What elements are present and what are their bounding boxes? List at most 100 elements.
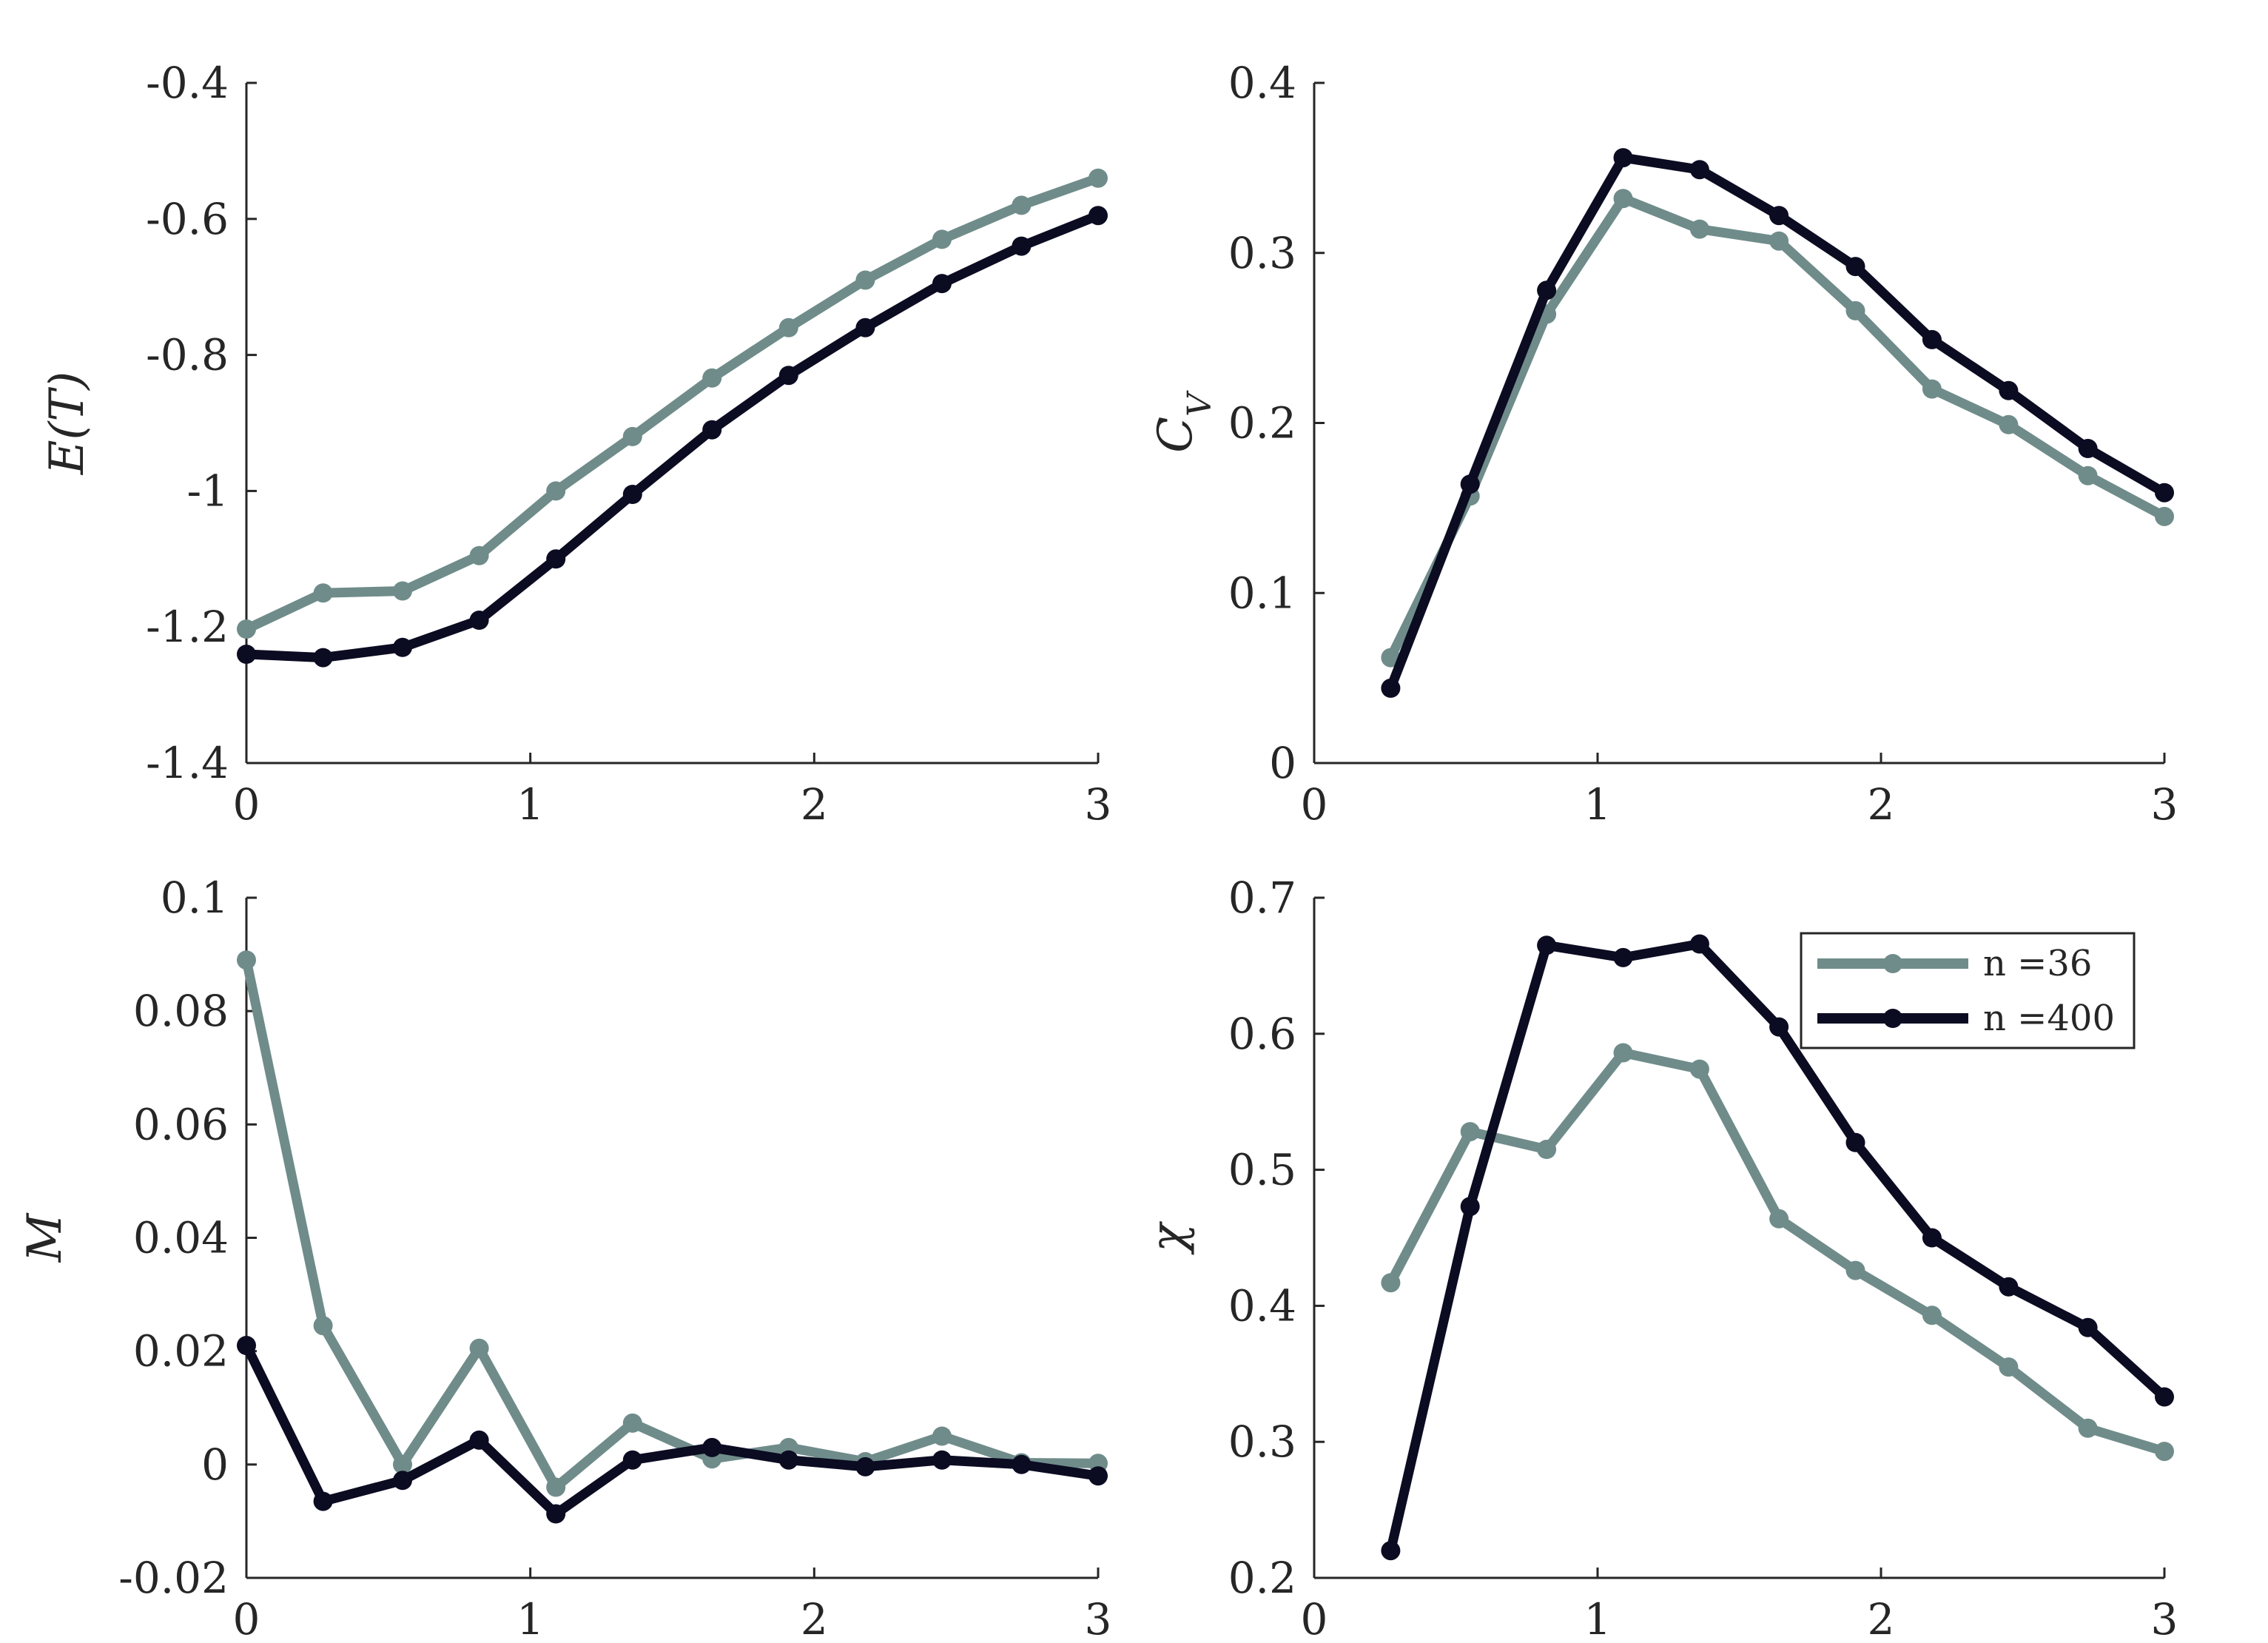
y-tick-label: 0.4 bbox=[1228, 58, 1296, 108]
data-point-n36 bbox=[622, 1413, 642, 1433]
y-tick-label: 0.2 bbox=[1228, 1553, 1296, 1603]
data-point-n400 bbox=[855, 1456, 875, 1476]
x-tick-label: 1 bbox=[516, 779, 544, 830]
susceptibility-panel: 0 1 2 3 0.2 0.3 0.4 0.5 0.6 0.7 χ bbox=[1141, 873, 2178, 1643]
data-point-n36 bbox=[393, 581, 412, 601]
data-point-n400 bbox=[1460, 1197, 1480, 1217]
y-tick-label: -0.02 bbox=[118, 1553, 229, 1603]
data-point-n400 bbox=[2078, 1317, 2098, 1337]
y-tick-label: -0.8 bbox=[146, 330, 229, 380]
data-point-n36 bbox=[2078, 466, 2098, 485]
y-tick-label: 0.3 bbox=[1228, 228, 1296, 278]
legend-label-n400: n =400 bbox=[1983, 998, 2115, 1039]
data-point-n400 bbox=[2155, 483, 2174, 503]
legend-marker-n400 bbox=[1883, 1009, 1902, 1028]
data-point-n36 bbox=[546, 481, 566, 501]
data-point-n36 bbox=[1845, 300, 1865, 320]
data-point-n400 bbox=[1381, 1541, 1401, 1561]
y-tick-label: -1.4 bbox=[146, 738, 229, 788]
data-point-n36 bbox=[1613, 1043, 1633, 1063]
data-point-n400 bbox=[393, 1471, 412, 1491]
specific-heat-panel: 0 1 2 3 0 0.1 0.2 0.3 0.4 CV bbox=[1148, 58, 2178, 830]
y-tick-label: 0.1 bbox=[1228, 568, 1296, 618]
data-point-n36 bbox=[313, 1316, 333, 1336]
data-point-n36 bbox=[1922, 379, 1942, 399]
data-point-n36 bbox=[469, 1338, 489, 1358]
legend-box bbox=[1800, 932, 2136, 1049]
data-point-n36 bbox=[1689, 219, 1709, 239]
data-point-n36 bbox=[393, 1454, 412, 1474]
y-tick-label: -1 bbox=[187, 466, 229, 516]
x-tick-label: 3 bbox=[2151, 1594, 2178, 1643]
magnetization-axis-label: M bbox=[18, 1212, 73, 1263]
data-point-n36 bbox=[622, 426, 642, 446]
x-tick-label: 2 bbox=[801, 1594, 828, 1643]
data-point-n400 bbox=[1769, 1017, 1789, 1037]
data-point-n400 bbox=[932, 274, 952, 294]
data-point-n400 bbox=[932, 1450, 952, 1470]
data-point-n400 bbox=[1689, 160, 1709, 180]
x-tick-label: 2 bbox=[1868, 1594, 1895, 1643]
energy-panel: 0 1 2 3 -1.4 -1.2 -1 -0.8 -0.6 -0.4 E(T) bbox=[40, 58, 1111, 830]
series-line-n36 bbox=[241, 955, 1103, 1492]
data-point-n400 bbox=[237, 1336, 256, 1355]
data-point-n36 bbox=[1088, 168, 1108, 188]
legend-label-n36: n =36 bbox=[1983, 943, 2092, 984]
y-tick-label: 0.06 bbox=[133, 1099, 229, 1149]
y-tick-label: 0.5 bbox=[1228, 1145, 1296, 1195]
data-point-n36 bbox=[1381, 648, 1401, 668]
data-point-n400 bbox=[1460, 474, 1480, 494]
y-tick-label: 0.6 bbox=[1228, 1009, 1296, 1059]
data-point-n36 bbox=[546, 1477, 566, 1497]
x-tick-label: 0 bbox=[233, 1594, 260, 1643]
data-point-n400 bbox=[1922, 1228, 1942, 1248]
legend: n =36 n =400 bbox=[1800, 932, 2136, 1049]
x-tick-label: 3 bbox=[1085, 779, 1112, 830]
y-tick-label: 0.3 bbox=[1228, 1417, 1296, 1467]
data-point-n36 bbox=[469, 545, 489, 565]
data-point-n36 bbox=[2155, 506, 2174, 526]
data-point-n400 bbox=[546, 1504, 566, 1524]
data-point-n36 bbox=[855, 270, 875, 290]
data-point-n36 bbox=[1769, 1209, 1789, 1229]
series-line-n36 bbox=[1385, 193, 2170, 663]
data-point-n400 bbox=[313, 1491, 333, 1511]
x-tick-label: 0 bbox=[1301, 779, 1328, 830]
data-point-n36 bbox=[237, 950, 256, 970]
data-point-n400 bbox=[469, 611, 489, 630]
series-line-n36 bbox=[241, 173, 1103, 634]
data-point-n400 bbox=[469, 1430, 489, 1450]
x-tick-label: 0 bbox=[233, 779, 260, 830]
x-tick-label: 1 bbox=[1584, 1594, 1612, 1643]
data-point-n36 bbox=[1689, 1059, 1709, 1079]
data-point-n36 bbox=[702, 368, 722, 388]
data-point-n36 bbox=[1922, 1306, 1942, 1326]
data-point-n400 bbox=[237, 645, 256, 664]
data-point-n36 bbox=[237, 619, 256, 639]
data-point-n400 bbox=[702, 1437, 722, 1457]
y-tick-label: 0.2 bbox=[1228, 398, 1296, 448]
y-tick-label: -0.4 bbox=[146, 58, 229, 108]
data-point-n400 bbox=[313, 648, 333, 668]
y-tick-label: 0.7 bbox=[1228, 873, 1296, 923]
data-point-n400 bbox=[1922, 329, 1942, 349]
series-line-n400 bbox=[241, 1340, 1103, 1519]
data-point-n36 bbox=[1613, 189, 1633, 209]
data-point-n400 bbox=[2078, 439, 2098, 458]
data-point-n36 bbox=[1460, 1122, 1480, 1142]
data-point-n400 bbox=[2155, 1387, 2174, 1407]
data-point-n400 bbox=[1689, 934, 1709, 954]
y-tick-label: 0.1 bbox=[161, 873, 229, 923]
y-tick-label: 0.08 bbox=[133, 986, 229, 1036]
data-point-n400 bbox=[393, 637, 412, 657]
data-point-n400 bbox=[1845, 257, 1865, 277]
data-point-n400 bbox=[1769, 206, 1789, 226]
data-point-n36 bbox=[313, 583, 333, 603]
data-point-n400 bbox=[1537, 280, 1557, 300]
y-tick-label: -1.2 bbox=[146, 602, 229, 652]
data-point-n36 bbox=[2078, 1418, 2098, 1438]
data-point-n36 bbox=[2155, 1442, 2174, 1462]
y-tick-label: 0.04 bbox=[133, 1213, 229, 1263]
